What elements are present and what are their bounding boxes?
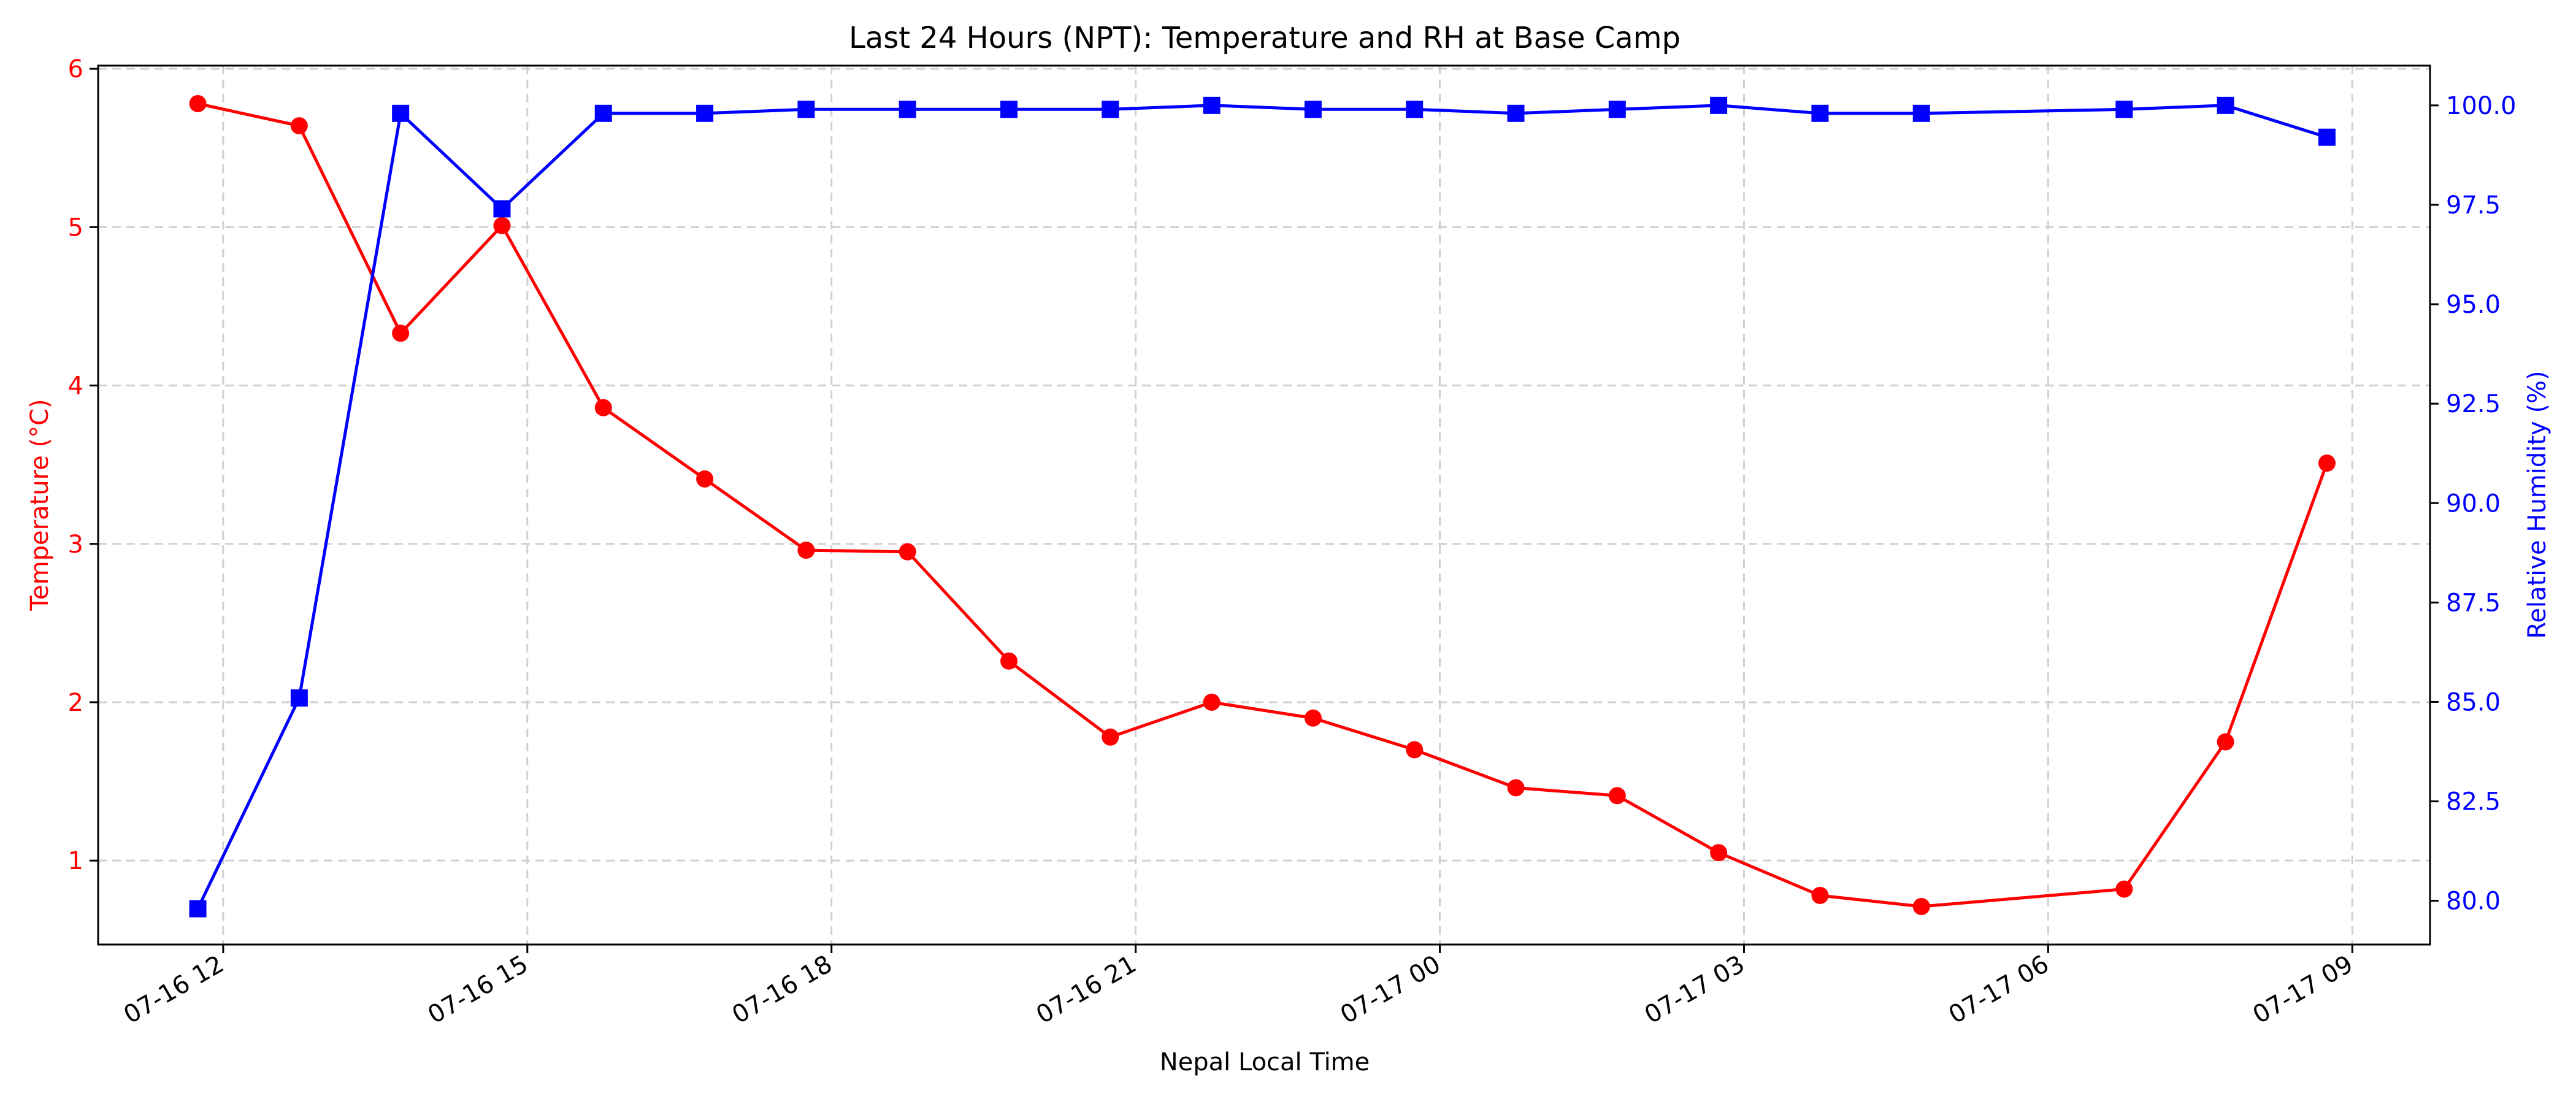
relative-humidity-point	[696, 104, 714, 122]
series-layer	[189, 94, 2336, 918]
relative-humidity-point	[1811, 104, 1829, 122]
temperature-point	[1710, 844, 1728, 862]
temperature-point	[189, 94, 207, 112]
grid-lines	[98, 66, 2430, 945]
temperature-point	[899, 543, 916, 561]
relative-humidity-point	[797, 101, 815, 118]
relative-humidity-point	[2217, 96, 2234, 114]
temperature-point	[493, 217, 511, 234]
y-left-tick-label: 2	[68, 689, 83, 717]
plot-frame	[97, 64, 2431, 946]
relative-humidity-point	[493, 200, 511, 218]
relative-humidity-point	[1710, 96, 1728, 114]
y-right-tick-label: 90.0	[2446, 489, 2501, 518]
chart-title: Last 24 Hours (NPT): Temperature and RH …	[849, 21, 1681, 55]
temperature-point	[1000, 652, 1018, 670]
x-axis-label: Nepal Local Time	[1160, 1048, 1370, 1076]
relative-humidity-point	[1608, 101, 1626, 118]
y-axis-left-ticks: 1 2 3 4 5 6	[68, 55, 98, 875]
temperature-point	[1507, 779, 1525, 797]
y-right-tick-label: 87.5	[2446, 589, 2501, 617]
temperature-point	[290, 117, 308, 135]
temperature-point	[2318, 454, 2336, 472]
relative-humidity-point	[899, 101, 916, 118]
y-right-tick-label: 95.0	[2446, 291, 2501, 319]
y-left-tick-label: 1	[68, 847, 83, 875]
y-left-tick-label: 3	[68, 531, 83, 559]
temperature-point	[1608, 787, 1626, 805]
temperature-point	[1102, 728, 1119, 746]
y-axis-left-label: Temperature (°C)	[26, 399, 54, 611]
relative-humidity-point	[1102, 101, 1119, 118]
y-axis-right-label: Relative Humidity (%)	[2523, 370, 2551, 638]
relative-humidity-point	[1406, 101, 1424, 118]
temperature-point	[1406, 741, 1424, 759]
relative-humidity-point	[1000, 101, 1018, 118]
y-left-tick-label: 5	[68, 213, 83, 242]
temperature-point	[696, 470, 714, 488]
relative-humidity-point	[189, 900, 207, 918]
relative-humidity-point	[2318, 128, 2336, 146]
relative-humidity-point	[290, 689, 308, 707]
y-right-tick-label: 97.5	[2446, 191, 2501, 220]
y-right-tick-label: 85.0	[2446, 688, 2501, 716]
relative-humidity-point	[1912, 104, 1930, 122]
temperature-point	[1304, 709, 1322, 727]
relative-humidity-point	[594, 104, 612, 122]
temperature-point	[392, 324, 410, 342]
relative-humidity-point	[1304, 101, 1322, 118]
y-axis-right-ticks: 80.0 82.5 85.0 87.5 90.0 92.5 95.0 97.5 100.0	[2430, 92, 2517, 916]
relative-humidity-point	[392, 104, 410, 122]
y-left-tick-label: 4	[68, 372, 83, 401]
y-right-tick-label: 80.0	[2446, 887, 2501, 916]
relative-humidity-point	[1203, 96, 1221, 114]
temperature-point	[1811, 886, 1829, 904]
temperature-point	[1203, 693, 1221, 711]
temperature-point	[797, 542, 815, 559]
y-right-tick-label: 82.5	[2446, 788, 2501, 816]
relative-humidity-point	[2115, 101, 2133, 118]
y-right-tick-label: 92.5	[2446, 390, 2501, 418]
y-right-tick-label: 100.0	[2446, 92, 2517, 120]
y-left-tick-label: 6	[68, 55, 83, 83]
relative-humidity-point	[1507, 104, 1525, 122]
temperature-point	[2217, 733, 2234, 751]
temperature-point	[594, 399, 612, 416]
temperature-point	[2115, 880, 2133, 898]
temperature-point	[1912, 898, 1930, 916]
